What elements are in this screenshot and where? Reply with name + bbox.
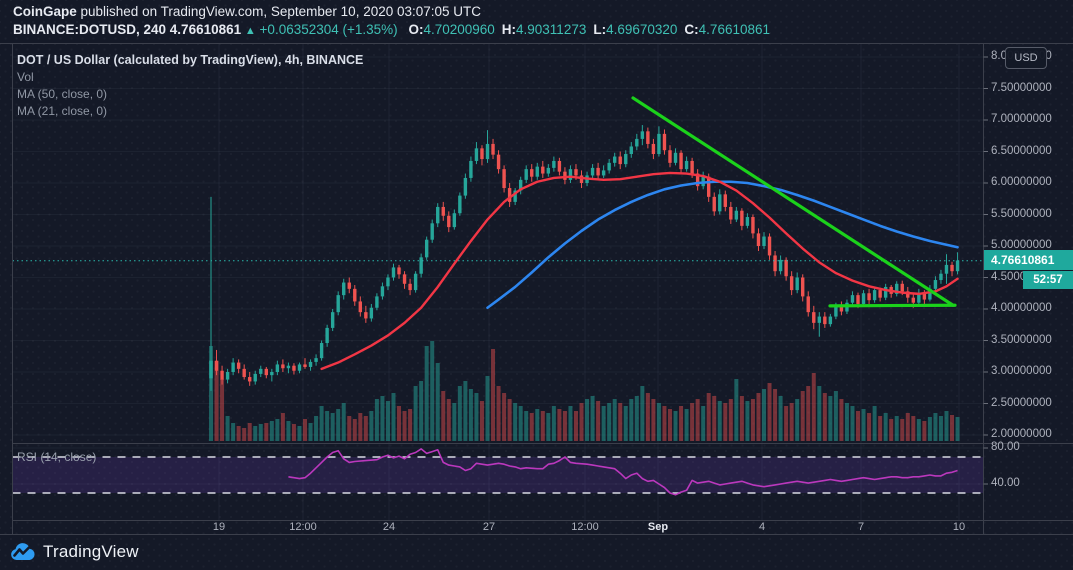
legend-ma50[interactable]: MA (50, close, 0) — [17, 87, 108, 101]
legend-symbol-title[interactable]: DOT / US Dollar (calculated by TradingVi… — [17, 53, 364, 67]
ohlc-label: O: — [408, 22, 424, 37]
ohlc-value: 4.69670320 — [606, 22, 678, 37]
legend-rsi[interactable]: RSI (14, close) — [17, 450, 97, 464]
time-axis-label: 7 — [857, 521, 865, 533]
price-axis-label: 2.50000000 — [991, 396, 1052, 409]
symbol-info-bar: BINANCE:DOTUSD, 240 4.76610861 ▲ +0.0635… — [13, 22, 770, 37]
time-axis-label: 12:00 — [571, 521, 599, 533]
legend-ma21[interactable]: MA (21, close, 0) — [17, 104, 108, 118]
price-change: +0.06352304 (+1.35%) — [259, 22, 398, 37]
ohlc-values: O:4.70200960 H:4.90311273 L:4.69670320 C:4.… — [401, 22, 770, 37]
price-axis-label: 7.50000000 — [991, 81, 1052, 94]
change-up-icon: ▲ — [244, 25, 256, 37]
tradingview-logo-link[interactable]: TradingView — [10, 536, 139, 568]
time-axis-label: 12:00 — [289, 521, 317, 533]
publish-info: CoinGape published on TradingView.com, S… — [13, 4, 481, 19]
time-axis-label: 24 — [382, 521, 396, 533]
currency-toggle-button[interactable]: USD — [1005, 47, 1047, 69]
bar-countdown-badge: 52:57 — [1023, 271, 1073, 289]
rsi-axis-label: 80.00 — [991, 441, 1020, 453]
ohlc-label: H: — [501, 22, 517, 37]
price-axis-label: 6.00000000 — [991, 176, 1052, 188]
last-price-badge: 4.76610861 — [984, 250, 1073, 270]
ohlc-label: C: — [684, 22, 699, 37]
ohlc-label: L: — [593, 22, 607, 37]
price-axis-label: 3.50000000 — [991, 333, 1052, 346]
price-axis-label: 2.00000000 — [991, 428, 1052, 440]
time-axis-label: 19 — [212, 521, 226, 533]
price-axis-label: 3.00000000 — [991, 365, 1052, 377]
last-price: 4.76610861 — [169, 22, 242, 37]
time-axis-label: 27 — [482, 521, 496, 533]
chart-legend: DOT / US Dollar (calculated by TradingVi… — [17, 52, 363, 120]
price-axis-label: 6.50000000 — [991, 144, 1052, 157]
price-axis-label: 4.00000000 — [991, 302, 1052, 314]
time-axis-label: Sep — [647, 521, 669, 533]
ohlc-value: 4.76610861 — [698, 22, 770, 37]
rsi-axis-label: 40.00 — [991, 477, 1020, 489]
price-axis-label: 5.00000000 — [991, 239, 1052, 251]
legend-volume[interactable]: Vol — [17, 70, 34, 84]
publish-details: published on TradingView.com, September … — [76, 4, 482, 19]
tradingview-cloud-icon — [11, 543, 35, 560]
ohlc-value: 4.90311273 — [516, 22, 587, 37]
price-axis-label: 5.50000000 — [991, 207, 1052, 220]
symbol-name: BINANCE:DOTUSD, 240 — [13, 22, 167, 37]
price-axis-label: 7.00000000 — [991, 113, 1052, 125]
ohlc-value: 4.70200960 — [423, 22, 495, 37]
publisher-name: CoinGape — [13, 4, 77, 19]
time-axis-label: 4 — [758, 521, 766, 533]
tradingview-wordmark: TradingView — [43, 542, 139, 561]
time-axis-label: 10 — [952, 521, 966, 533]
